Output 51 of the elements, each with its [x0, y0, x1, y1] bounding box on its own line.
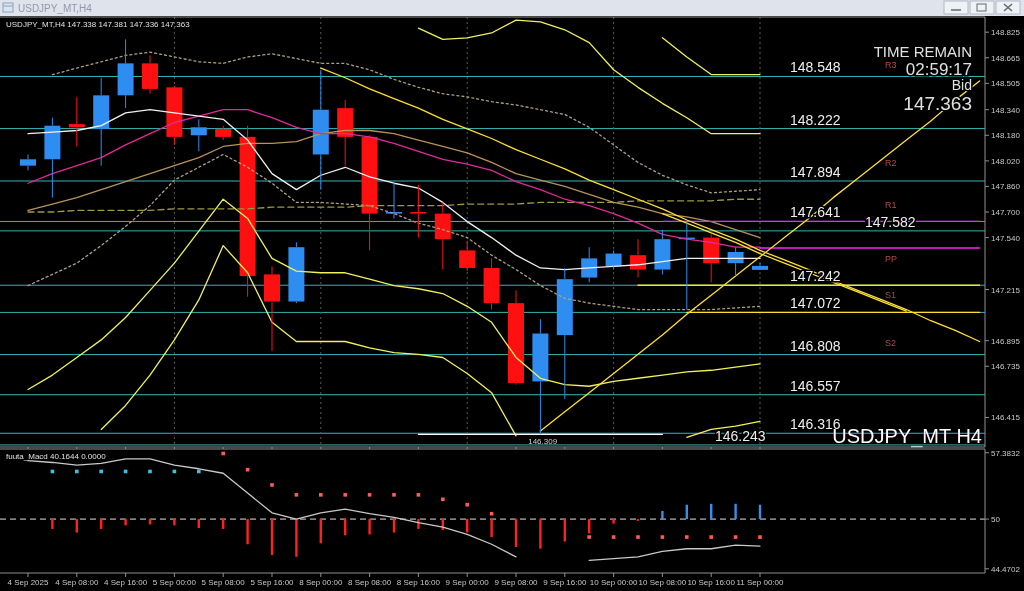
chart-subtitle: USDJPY_MT,H4 147.338 147.381 147.336 147.363: [6, 20, 191, 29]
x-tick-label: 5 Sep 08:00: [201, 578, 246, 587]
annotation: Bid: [951, 77, 972, 93]
x-tick-label: 8 Sep 08:00: [348, 578, 392, 587]
y-tick-label: 146.895: [991, 336, 1021, 346]
ref-line-label: 147.894: [790, 164, 841, 181]
y-tick-label: 146.735: [991, 362, 1021, 372]
ref-line-label: 146.557: [790, 377, 841, 394]
chart-title: USDJPY_MT,H4: [18, 3, 93, 14]
y-tick-label: 44.4702: [991, 564, 1021, 574]
series-label: 146.309: [528, 437, 558, 447]
y-tick-label: 148.505: [991, 79, 1021, 89]
ref-line-label: 147.072: [790, 295, 841, 312]
annotation: S2: [885, 338, 897, 348]
y-tick-label: 148.340: [991, 105, 1021, 115]
y-tick-label: 148.180: [991, 131, 1021, 141]
x-tick-label: 9 Sep 16:00: [543, 578, 587, 587]
y-tick-label: 50: [991, 515, 1001, 525]
x-tick-label: 10 Sep 16:00: [687, 578, 736, 587]
annotation: S1: [885, 290, 897, 300]
y-tick-label: 148.825: [991, 28, 1021, 38]
annotation: TIME REMAIN: [873, 43, 972, 60]
y-tick-label: 147.700: [991, 208, 1021, 218]
y-tick-label: 147.540: [991, 233, 1021, 243]
ref-line-label: 148.222: [790, 111, 841, 128]
y-tick-label: 147.860: [991, 182, 1021, 192]
x-tick-label: 4 Sep 2025: [7, 578, 50, 587]
annotation: 02:59:17: [905, 60, 972, 79]
x-tick-label: 9 Sep 08:00: [494, 578, 539, 587]
x-tick-label: 5 Sep 16:00: [250, 578, 295, 587]
y-tick-label: 148.020: [991, 156, 1021, 166]
x-tick-label: 4 Sep 08:00: [55, 578, 99, 587]
chart-title: fuuta_Macd 40.1644 0.0000: [6, 452, 107, 461]
annotation: R3: [885, 60, 897, 70]
x-tick-label: 10 Sep 08:00: [638, 578, 687, 587]
x-tick-label: 10 Sep 00:00: [589, 578, 638, 587]
y-tick-label: 147.215: [991, 285, 1021, 295]
annotation: PP: [885, 254, 898, 264]
ref-line-label: 146.808: [790, 337, 841, 354]
x-tick-label: 11 Sep 00:00: [736, 578, 785, 587]
y-tick-label: 148.665: [991, 53, 1021, 63]
x-tick-label: 8 Sep 00:00: [299, 578, 343, 587]
x-tick-label: 4 Sep 16:00: [104, 578, 148, 587]
annotation: R2: [885, 158, 897, 168]
ref-line-label: 148.548: [790, 59, 841, 76]
x-tick-label: 8 Sep 16:00: [396, 578, 441, 587]
x-tick-label: 9 Sep 00:00: [445, 578, 490, 587]
y-tick-label: 146.415: [991, 413, 1021, 423]
x-tick-label: 5 Sep 00:00: [152, 578, 197, 587]
annotation: R1: [885, 200, 897, 210]
y-tick-label: 57.3832: [991, 448, 1021, 458]
